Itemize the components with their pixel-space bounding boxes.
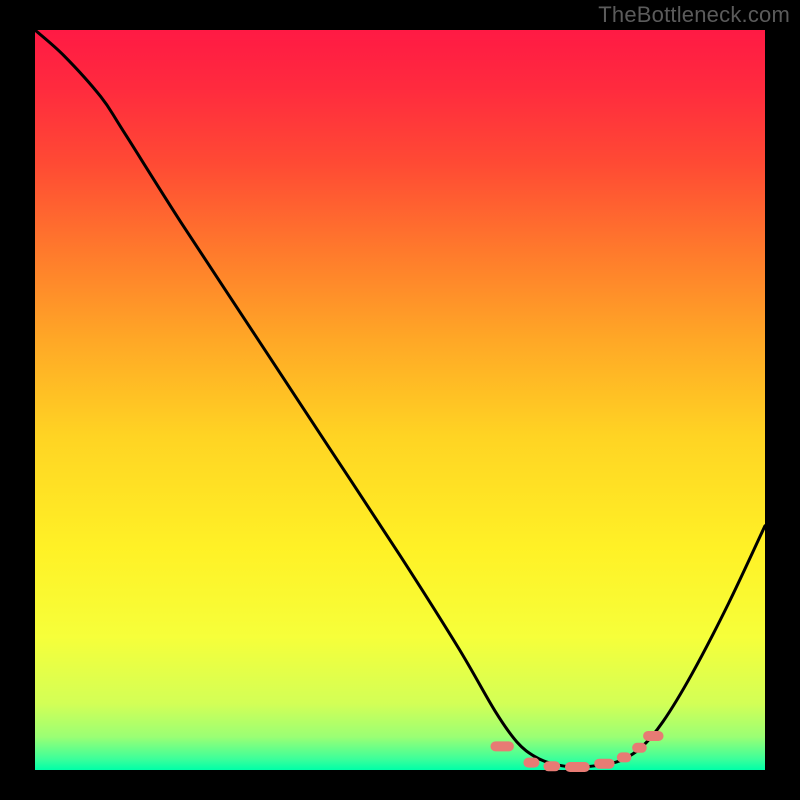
chart-frame: TheBottleneck.com bbox=[0, 0, 800, 800]
curve-marker bbox=[632, 743, 647, 753]
curve-marker bbox=[565, 762, 590, 772]
curve-marker bbox=[491, 741, 514, 751]
plot-background bbox=[35, 30, 765, 770]
bottleneck-curve-chart bbox=[0, 0, 800, 800]
curve-marker bbox=[523, 758, 539, 768]
curve-marker bbox=[617, 752, 632, 762]
curve-marker bbox=[594, 759, 614, 769]
curve-marker bbox=[643, 731, 663, 741]
curve-marker bbox=[543, 761, 560, 771]
watermark-text: TheBottleneck.com bbox=[598, 2, 790, 28]
